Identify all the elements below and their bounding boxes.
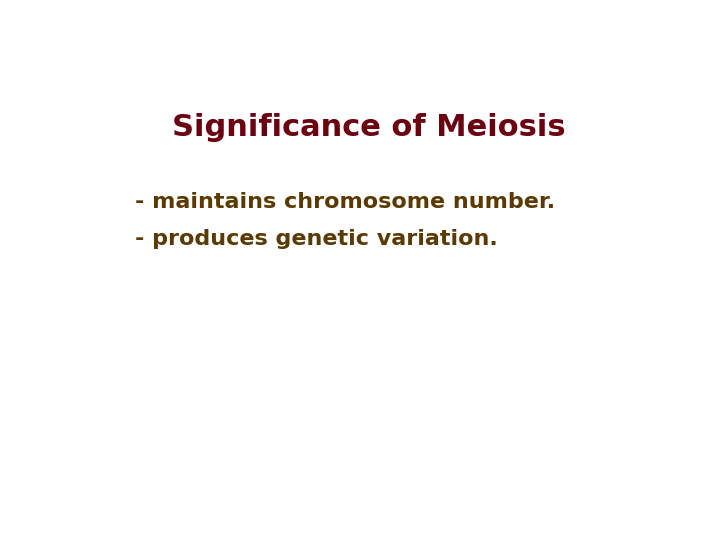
Text: - produces genetic variation.: - produces genetic variation. <box>135 230 498 249</box>
Text: Significance of Meiosis: Significance of Meiosis <box>172 113 566 141</box>
Text: - maintains chromosome number.: - maintains chromosome number. <box>135 192 555 212</box>
